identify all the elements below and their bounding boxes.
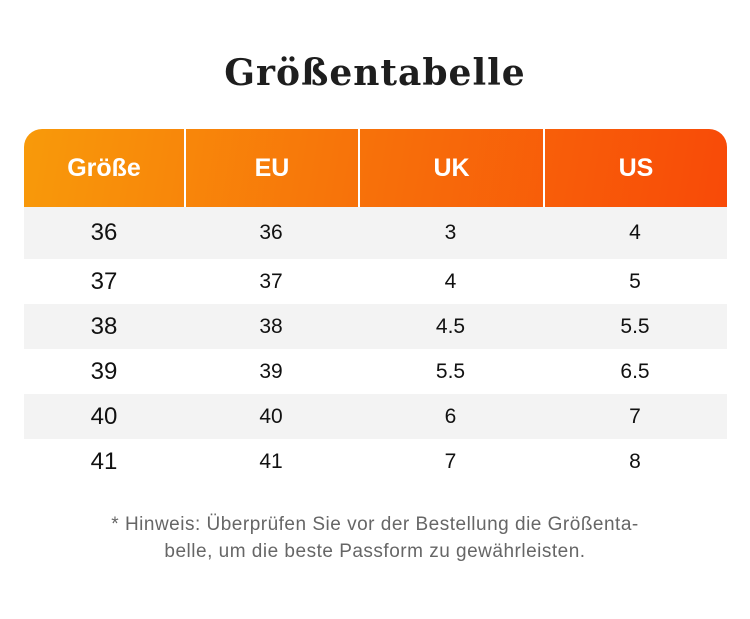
note-line-2: belle, um die beste Passform zu gewährle… — [164, 541, 586, 562]
table-cell: 6.5 — [620, 359, 650, 383]
table-row: 38 38 4.5 5.5 — [24, 304, 727, 349]
table-cell: 4 — [444, 269, 457, 293]
table-cell: 37 — [90, 267, 118, 295]
table-cell: 40 — [90, 402, 118, 430]
table-cell: 38 — [90, 312, 118, 340]
table-cell: 6 — [444, 404, 457, 428]
table-cell: 40 — [259, 404, 283, 428]
header-us: US — [543, 129, 727, 207]
note-line-1: * Hinweis: Überprüfen Sie vor der Bestel… — [111, 514, 639, 535]
table-header: Größe EU UK US — [24, 129, 727, 207]
table-cell: 37 — [259, 269, 283, 293]
table-row: 36 36 3 4 — [24, 207, 727, 259]
table-cell: 4.5 — [435, 314, 466, 338]
table-cell: 7 — [444, 449, 457, 473]
table-row: 40 40 6 7 — [24, 394, 727, 439]
page-title: Größentabelle — [224, 52, 526, 94]
table-cell: 41 — [259, 449, 283, 473]
table-cell: 5.5 — [620, 314, 650, 338]
table-cell: 36 — [259, 221, 283, 244]
table-row: 39 39 5.5 6.5 — [24, 349, 727, 394]
table-cell: 39 — [90, 357, 118, 385]
table-cell: 41 — [90, 447, 118, 475]
table-cell: 5 — [629, 269, 641, 293]
table-row: 41 41 7 8 — [24, 439, 727, 484]
size-table: Größe EU UK US 36 36 3 4 37 37 4 5 38 38 4.5 5.5 39 3… — [24, 129, 727, 484]
table-cell: 8 — [629, 449, 641, 473]
header-size: Größe — [67, 153, 141, 182]
table-cell: 5.5 — [435, 359, 466, 383]
table-cell: 4 — [629, 221, 641, 244]
table-cell: 38 — [259, 314, 283, 338]
table-cell: 39 — [259, 359, 283, 383]
table-row: 37 37 4 5 — [24, 259, 727, 304]
header-eu: EU — [184, 129, 358, 207]
size-note: * Hinweis: Überprüfen Sie vor der Bestel… — [0, 511, 750, 565]
table-cell: 36 — [90, 219, 118, 246]
table-cell: 3 — [444, 221, 457, 244]
table-cell: 7 — [629, 404, 641, 428]
header-uk: UK — [358, 129, 543, 207]
